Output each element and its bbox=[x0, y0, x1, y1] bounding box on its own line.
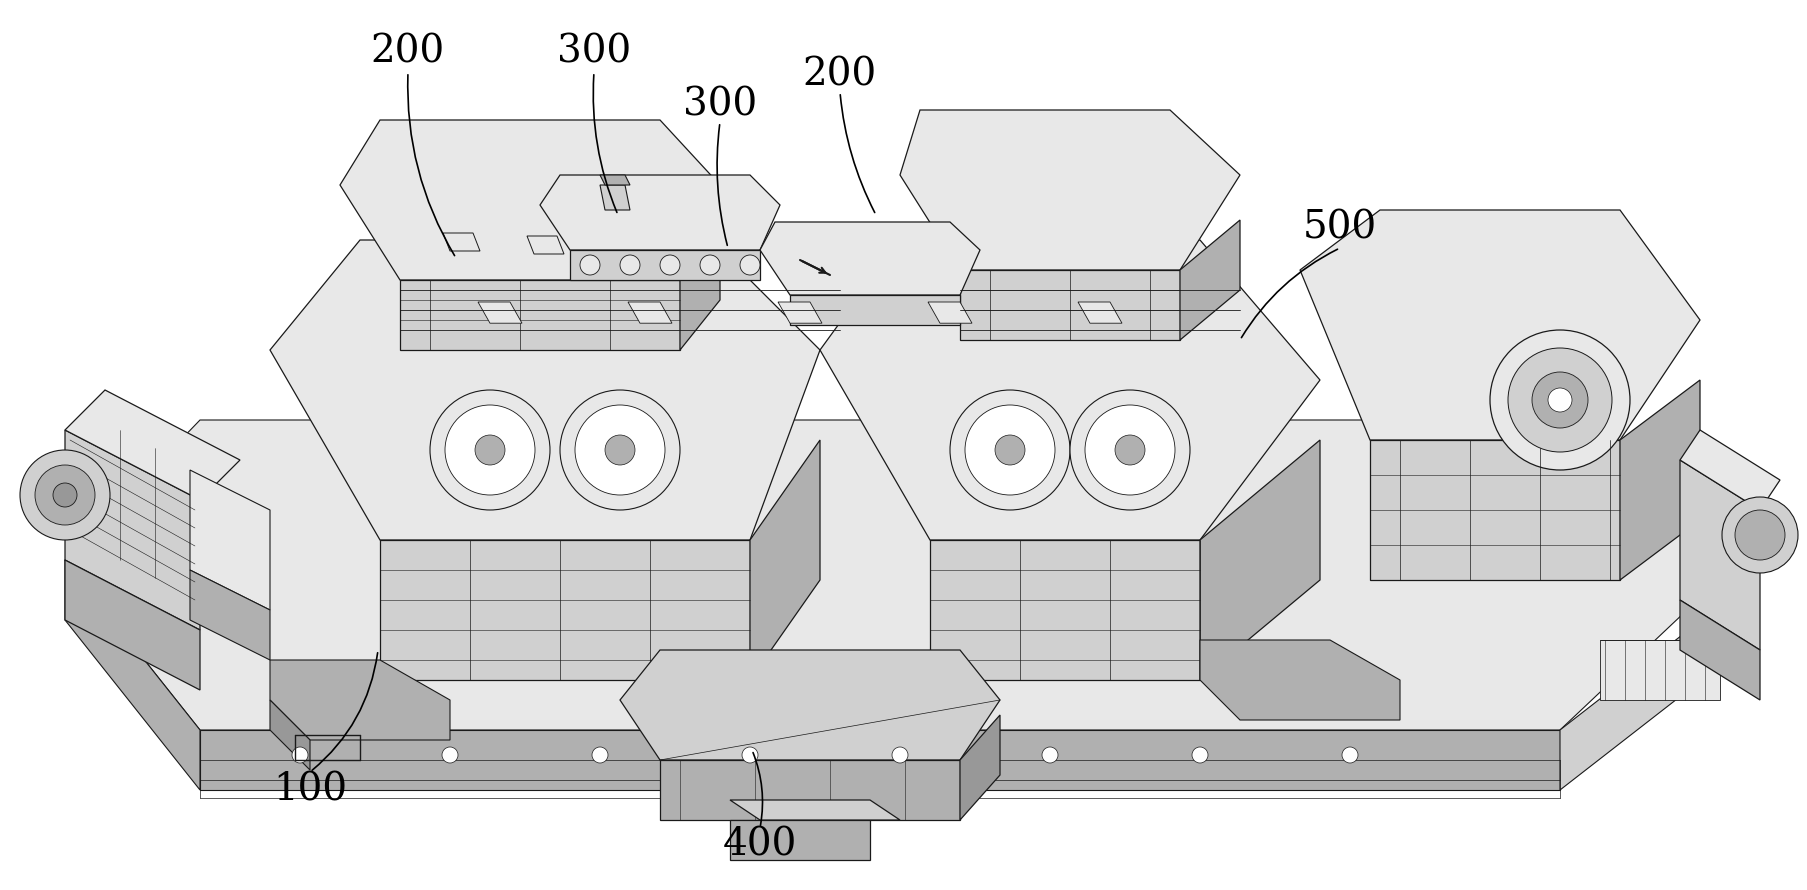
Polygon shape bbox=[1200, 640, 1399, 720]
Circle shape bbox=[660, 255, 679, 275]
Circle shape bbox=[20, 450, 110, 540]
Circle shape bbox=[1070, 390, 1189, 510]
Circle shape bbox=[1489, 330, 1630, 470]
Polygon shape bbox=[929, 540, 1200, 680]
Polygon shape bbox=[730, 820, 869, 860]
Circle shape bbox=[52, 483, 78, 507]
Circle shape bbox=[699, 255, 719, 275]
Polygon shape bbox=[569, 250, 759, 280]
Circle shape bbox=[1191, 747, 1207, 763]
Polygon shape bbox=[65, 430, 201, 630]
Circle shape bbox=[1341, 747, 1357, 763]
Circle shape bbox=[1735, 510, 1784, 560]
Text: 200: 200 bbox=[802, 56, 876, 93]
Polygon shape bbox=[65, 560, 201, 790]
Circle shape bbox=[739, 255, 759, 275]
Polygon shape bbox=[340, 120, 719, 280]
Circle shape bbox=[445, 405, 535, 495]
Circle shape bbox=[1547, 388, 1570, 412]
Polygon shape bbox=[190, 570, 269, 660]
Polygon shape bbox=[927, 302, 972, 323]
Polygon shape bbox=[526, 236, 564, 254]
Polygon shape bbox=[1679, 460, 1758, 650]
Circle shape bbox=[965, 405, 1055, 495]
Polygon shape bbox=[1619, 380, 1699, 580]
Circle shape bbox=[891, 747, 907, 763]
Polygon shape bbox=[1180, 220, 1240, 340]
Circle shape bbox=[1115, 435, 1144, 465]
Polygon shape bbox=[190, 470, 269, 610]
Polygon shape bbox=[540, 175, 779, 250]
Circle shape bbox=[430, 390, 549, 510]
Polygon shape bbox=[1370, 440, 1619, 580]
Circle shape bbox=[475, 435, 504, 465]
Circle shape bbox=[1720, 497, 1796, 573]
Polygon shape bbox=[660, 760, 960, 820]
Polygon shape bbox=[750, 440, 820, 680]
Circle shape bbox=[591, 747, 607, 763]
Circle shape bbox=[994, 435, 1025, 465]
Circle shape bbox=[605, 435, 634, 465]
Text: 200: 200 bbox=[370, 34, 445, 70]
Polygon shape bbox=[790, 295, 960, 325]
Polygon shape bbox=[443, 233, 479, 251]
Circle shape bbox=[575, 405, 665, 495]
Polygon shape bbox=[600, 175, 629, 185]
Polygon shape bbox=[627, 302, 672, 323]
Polygon shape bbox=[900, 110, 1240, 270]
Polygon shape bbox=[620, 650, 999, 760]
Circle shape bbox=[1041, 747, 1057, 763]
Polygon shape bbox=[759, 222, 979, 295]
Polygon shape bbox=[65, 420, 1738, 730]
Circle shape bbox=[34, 465, 96, 525]
Circle shape bbox=[1084, 405, 1175, 495]
Polygon shape bbox=[1679, 600, 1758, 700]
Circle shape bbox=[620, 255, 640, 275]
Circle shape bbox=[1507, 348, 1612, 452]
Polygon shape bbox=[65, 560, 201, 690]
Text: 300: 300 bbox=[557, 34, 631, 70]
Polygon shape bbox=[960, 715, 999, 820]
Polygon shape bbox=[820, 240, 1319, 540]
Circle shape bbox=[441, 747, 457, 763]
Text: 300: 300 bbox=[683, 86, 757, 124]
Polygon shape bbox=[1559, 590, 1738, 790]
Polygon shape bbox=[477, 302, 522, 323]
Polygon shape bbox=[1200, 440, 1319, 680]
Polygon shape bbox=[1599, 640, 1718, 700]
Polygon shape bbox=[679, 230, 719, 350]
Polygon shape bbox=[777, 302, 822, 323]
Circle shape bbox=[741, 747, 757, 763]
Polygon shape bbox=[600, 185, 629, 210]
Polygon shape bbox=[1077, 302, 1122, 323]
Circle shape bbox=[580, 255, 600, 275]
Circle shape bbox=[560, 390, 679, 510]
Circle shape bbox=[293, 747, 307, 763]
Circle shape bbox=[1531, 372, 1587, 428]
Polygon shape bbox=[379, 540, 750, 680]
Text: 500: 500 bbox=[1303, 209, 1377, 247]
Polygon shape bbox=[1679, 430, 1780, 510]
Text: 100: 100 bbox=[273, 772, 347, 808]
Polygon shape bbox=[730, 800, 900, 820]
Polygon shape bbox=[269, 660, 450, 740]
Polygon shape bbox=[201, 730, 1559, 790]
Polygon shape bbox=[1299, 210, 1699, 440]
Circle shape bbox=[949, 390, 1070, 510]
Polygon shape bbox=[65, 390, 240, 500]
Polygon shape bbox=[960, 270, 1180, 340]
Polygon shape bbox=[269, 240, 820, 540]
Polygon shape bbox=[269, 700, 309, 770]
Text: 400: 400 bbox=[723, 827, 797, 863]
Polygon shape bbox=[399, 280, 679, 350]
